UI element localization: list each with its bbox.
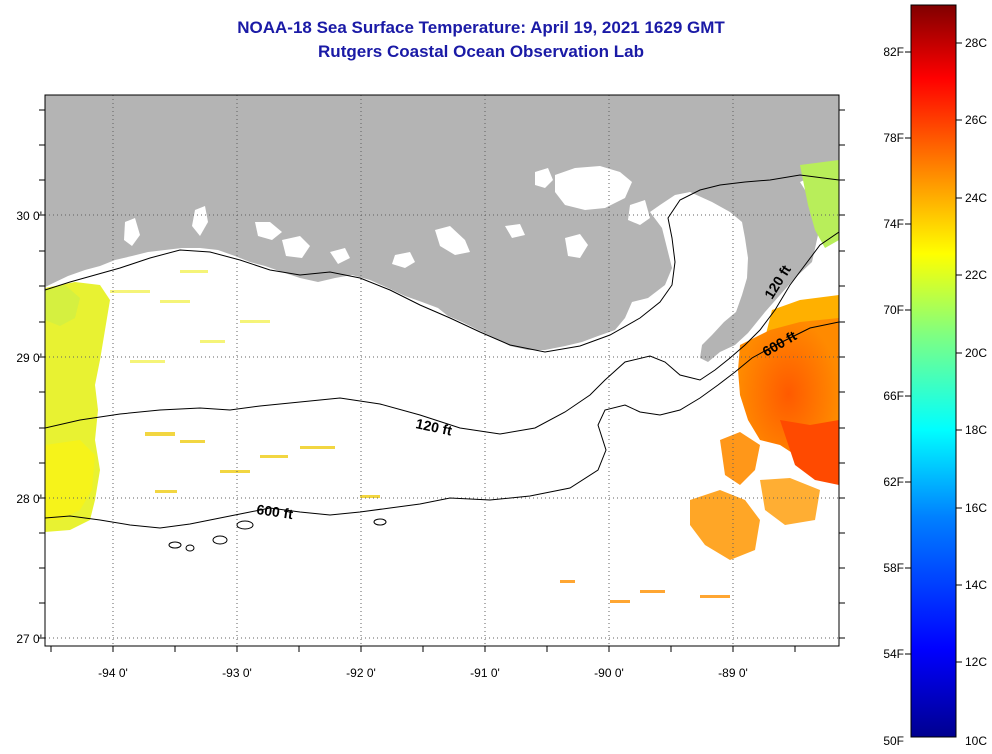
colorbar-f-label: 50F [883, 734, 904, 748]
lat-label: 27 0' [16, 632, 42, 646]
colorbar-f-label: 74F [883, 217, 904, 231]
colorbar-f-label: 82F [883, 45, 904, 59]
lat-label: 28 0' [16, 492, 42, 506]
colorbar-c-label: 24C [965, 191, 987, 205]
colorbar-c-label: 18C [965, 423, 987, 437]
inland-lakes [124, 166, 650, 268]
contour-label-1: 120 ft [414, 415, 453, 438]
map-title: NOAA-18 Sea Surface Temperature: April 1… [237, 18, 725, 37]
colorbar-f-label: 54F [883, 647, 904, 661]
lat-label: 30 0' [16, 209, 42, 223]
grid-lines [45, 95, 839, 646]
colorbar-f-label: 62F [883, 475, 904, 489]
colorbar-f-label: 66F [883, 389, 904, 403]
colorbar-f-label: 78F [883, 131, 904, 145]
lon-label: -93 0' [222, 666, 252, 680]
colorbar-c-label: 14C [965, 578, 987, 592]
contour-120ft-coastal [45, 174, 839, 353]
map-frame [44, 94, 840, 647]
colorbar-c-label: 10C [965, 734, 987, 748]
contour-120ft-offshore [45, 231, 839, 435]
colorbar-c-label: 16C [965, 501, 987, 515]
colorbar-ticks [905, 42, 962, 663]
contour-600ft-offshore [45, 321, 839, 529]
lon-label: -92 0' [346, 666, 376, 680]
colorbar-c-label: 28C [965, 36, 987, 50]
lat-label: 29 0' [16, 351, 42, 365]
colorbar-f-label: 70F [883, 303, 904, 317]
colorbar-f-label: 58F [883, 561, 904, 575]
axis-ticks [39, 109, 845, 652]
lon-label: -94 0' [98, 666, 128, 680]
map-subtitle: Rutgers Coastal Ocean Observation Lab [318, 42, 644, 61]
colorbar-c-label: 22C [965, 268, 987, 282]
colorbar-c-label: 20C [965, 346, 987, 360]
contour-600ft-islands [168, 518, 387, 552]
contour-label-2: 600 ft [256, 501, 295, 522]
colorbar-c-label: 12C [965, 655, 987, 669]
lon-label: -89 0' [718, 666, 748, 680]
sst-patches [45, 160, 839, 603]
lon-label: -91 0' [470, 666, 500, 680]
colorbar [910, 4, 957, 738]
colorbar-c-label: 26C [965, 113, 987, 127]
lon-label: -90 0' [594, 666, 624, 680]
